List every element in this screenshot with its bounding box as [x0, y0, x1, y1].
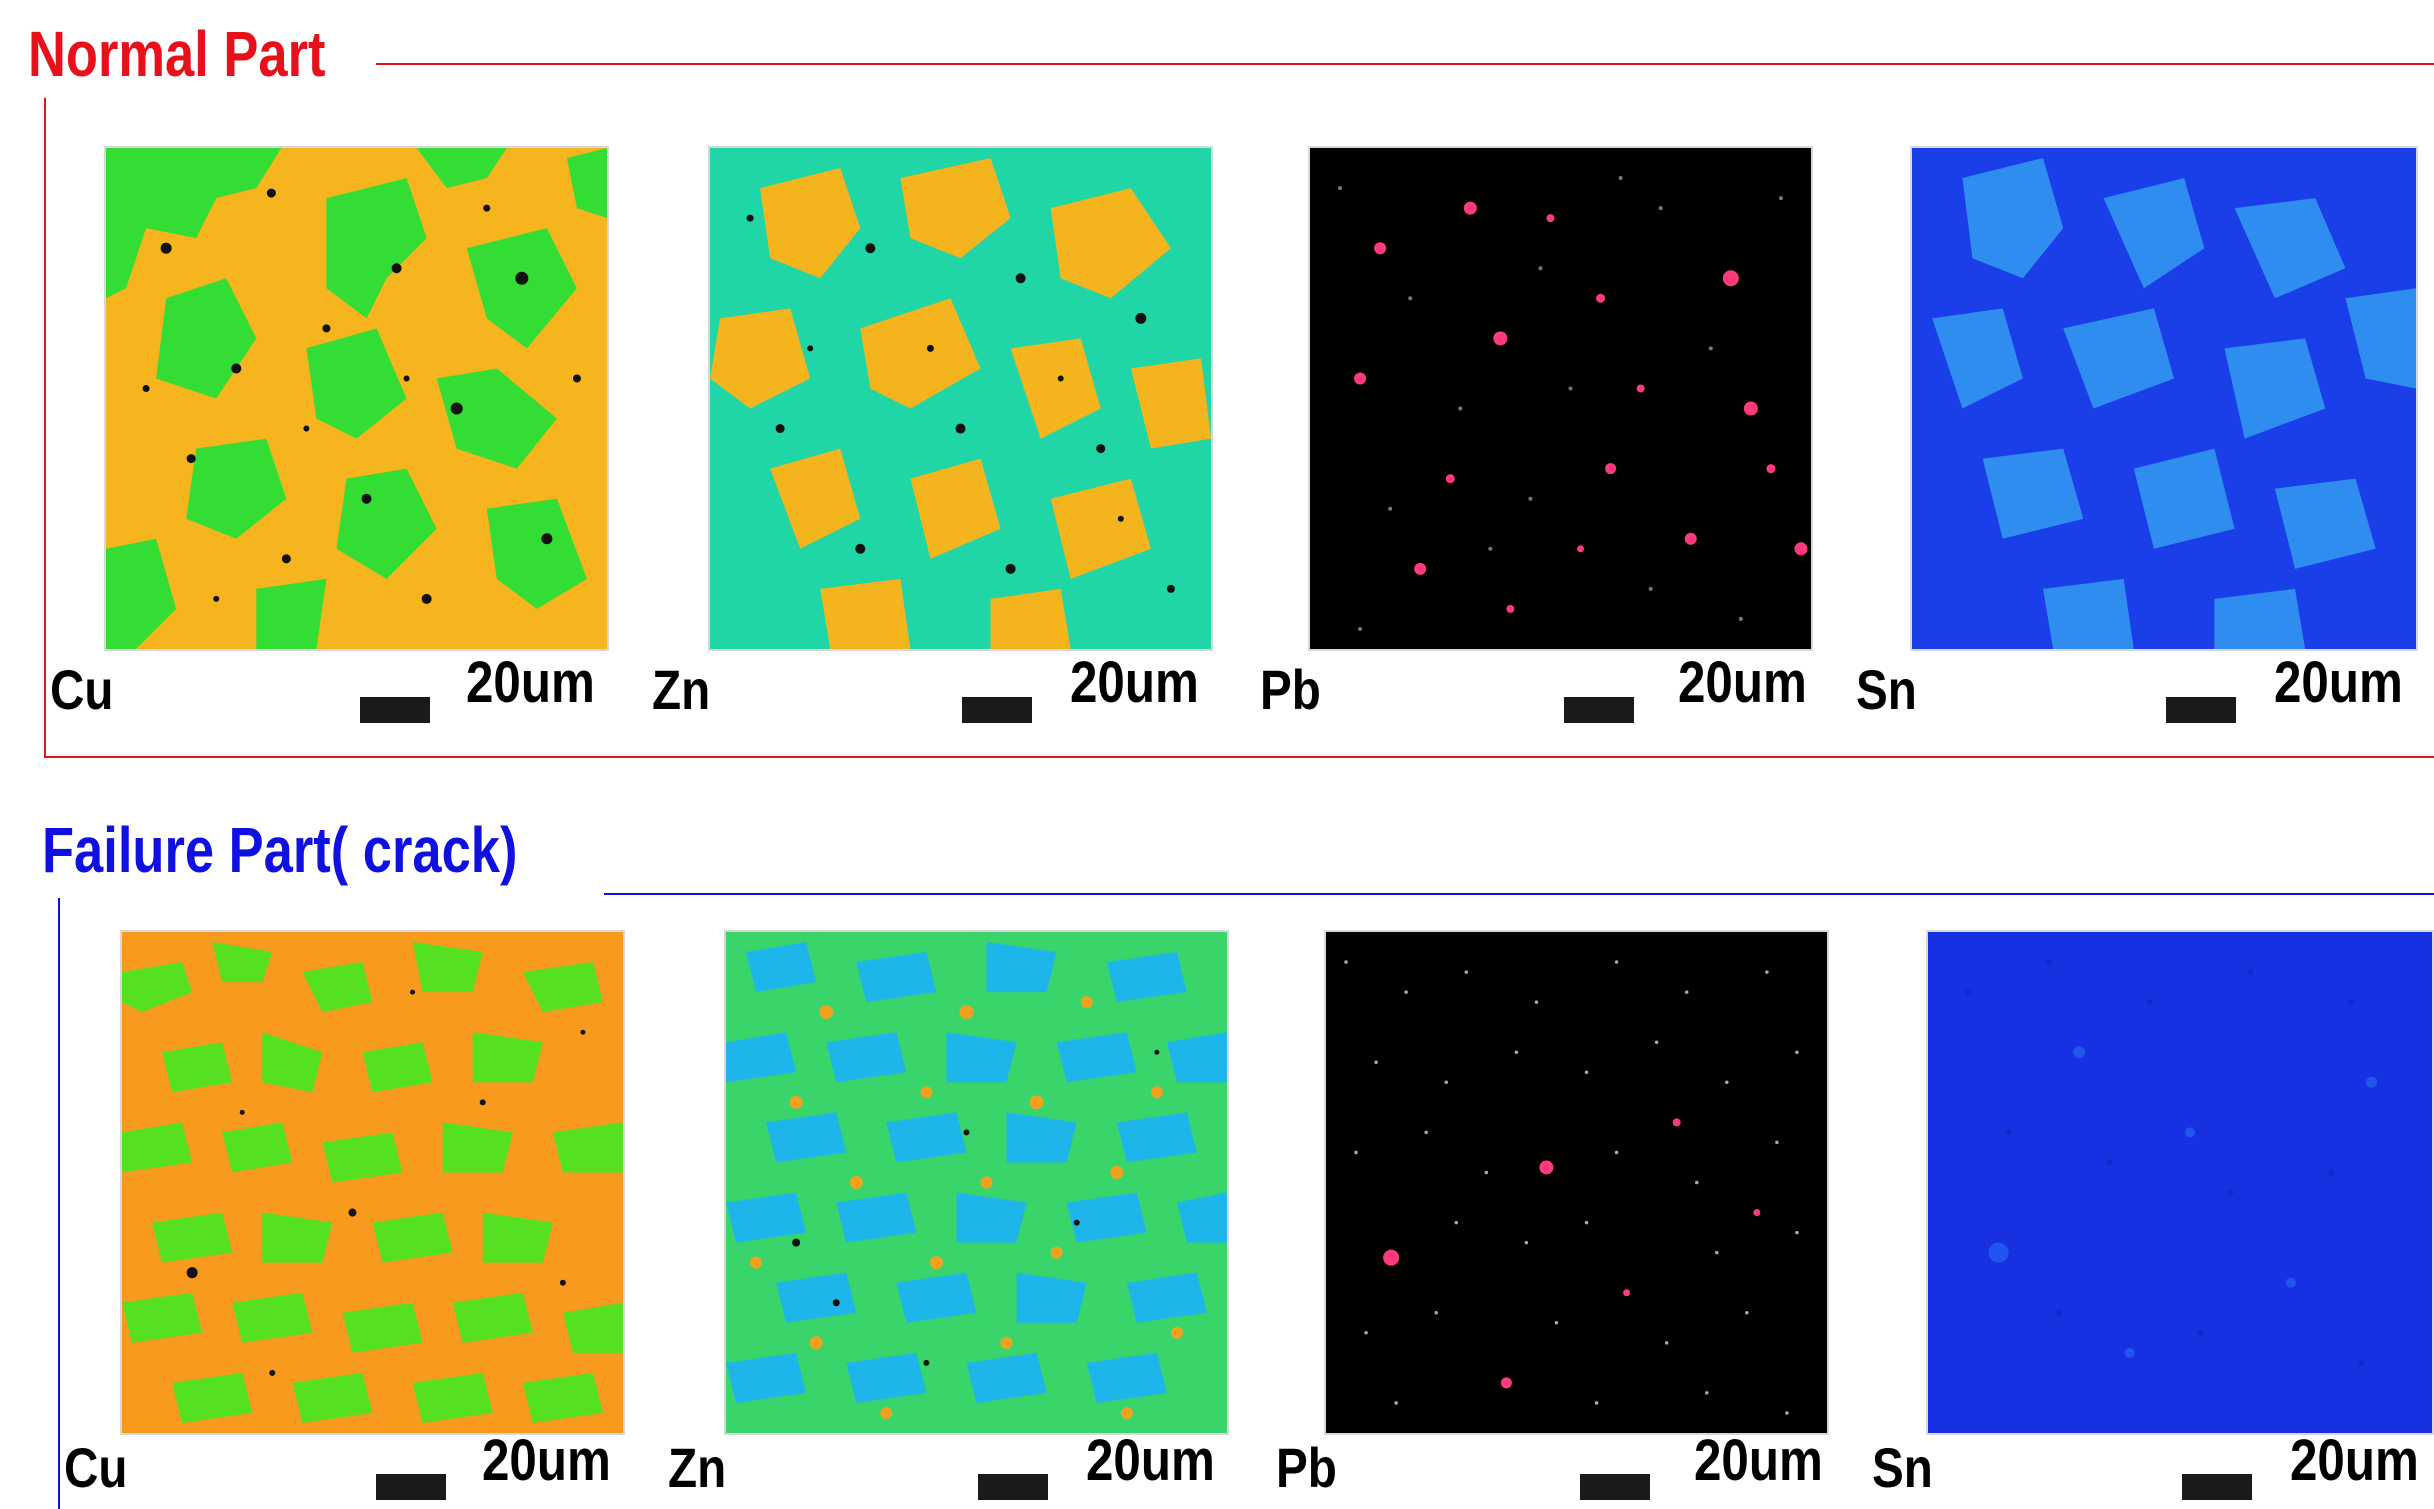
normal-cu-map-image: [106, 148, 607, 649]
failure-part-left-rule: [58, 898, 60, 1509]
normal-part-bottom-rule: [44, 756, 2434, 758]
normal-zn-map: [708, 146, 1213, 651]
normal-zn-scale-text: 20um: [1070, 650, 1199, 715]
failure-zn-scale-text: 20um: [1086, 1428, 1215, 1493]
failure-pb-scale-text: 20um: [1694, 1428, 1823, 1493]
failure-sn-scale-bar: [2182, 1474, 2252, 1500]
normal-pb-map: [1308, 146, 1813, 651]
failure-zn-label: Zn: [668, 1436, 727, 1499]
failure-pb-scale-bar: [1580, 1474, 1650, 1500]
normal-zn-map-image: [710, 148, 1211, 649]
normal-cu-label: Cu: [50, 658, 114, 721]
failure-sn-scale-text: 20um: [2290, 1428, 2419, 1493]
failure-cu-label: Cu: [64, 1436, 128, 1499]
failure-cu-map: [120, 930, 625, 1435]
failure-zn-map-image: [726, 932, 1227, 1433]
failure-sn-label: Sn: [1872, 1436, 1933, 1499]
normal-part-header-rule: [376, 63, 2434, 65]
normal-zn-scale-bar: [962, 697, 1032, 723]
normal-cu-scale-bar: [360, 697, 430, 723]
normal-part-title: Normal Part: [28, 18, 326, 90]
failure-pb-label: Pb: [1276, 1436, 1337, 1499]
failure-cu-scale-bar: [376, 1474, 446, 1500]
normal-part-left-rule: [44, 98, 46, 756]
failure-zn-scale-bar: [978, 1474, 1048, 1500]
normal-sn-label: Sn: [1856, 658, 1917, 721]
normal-cu-scale-text: 20um: [466, 650, 595, 715]
normal-sn-map-image: [1912, 148, 2416, 649]
failure-pb-map-image: [1326, 932, 1827, 1433]
normal-sn-scale-text: 20um: [2274, 650, 2403, 715]
normal-pb-scale-text: 20um: [1678, 650, 1807, 715]
normal-sn-map: [1910, 146, 2418, 651]
failure-pb-map: [1324, 930, 1829, 1435]
failure-part-title: Failure Part( crack): [42, 814, 518, 886]
failure-sn-map-image: [1928, 932, 2432, 1433]
failure-cu-map-image: [122, 932, 623, 1433]
normal-pb-map-image: [1310, 148, 1811, 649]
normal-pb-scale-bar: [1564, 697, 1634, 723]
failure-zn-map: [724, 930, 1229, 1435]
normal-cu-map: [104, 146, 609, 651]
failure-part-header-rule: [604, 893, 2434, 895]
normal-zn-label: Zn: [652, 658, 711, 721]
normal-pb-label: Pb: [1260, 658, 1321, 721]
failure-cu-scale-text: 20um: [482, 1428, 611, 1493]
normal-sn-scale-bar: [2166, 697, 2236, 723]
failure-sn-map: [1926, 930, 2434, 1435]
